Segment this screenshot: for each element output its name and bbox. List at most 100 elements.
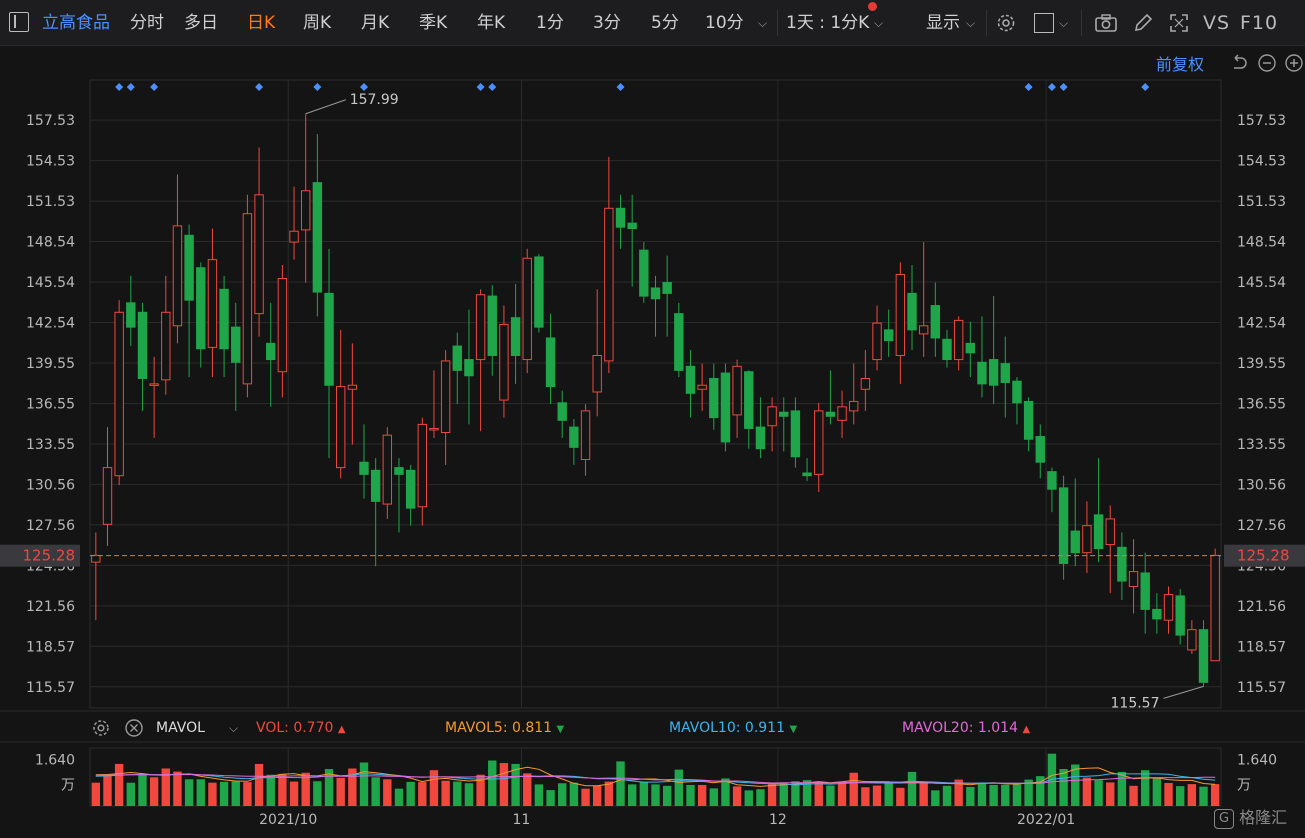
gear-icon[interactable] xyxy=(995,12,1017,34)
vs-button[interactable]: VS xyxy=(1203,12,1231,34)
candle xyxy=(685,350,696,418)
display-chevron-icon[interactable]: ⌵ xyxy=(966,16,976,30)
candle-body xyxy=(953,319,964,361)
indicator-close-icon[interactable] xyxy=(123,717,145,739)
volume-bar xyxy=(184,779,194,806)
zoom-in-icon[interactable] xyxy=(1284,53,1304,73)
price-tick-right: 133.55 xyxy=(1237,437,1286,453)
volume-bar xyxy=(744,790,753,806)
display-menu[interactable]: 显示 xyxy=(926,13,960,33)
multi-period-chevron-icon[interactable]: ⌵ xyxy=(874,16,884,30)
candle-body xyxy=(825,411,836,417)
volume-bar xyxy=(1047,753,1057,806)
multi-period-select[interactable]: 1天 : 1分K xyxy=(786,13,870,33)
volume-bar xyxy=(849,772,858,806)
price-tick-right: 151.53 xyxy=(1237,194,1286,210)
candle-body xyxy=(942,338,952,361)
candle-body xyxy=(254,194,264,315)
volume-bar xyxy=(931,790,940,806)
indicator-select[interactable]: MAVOL xyxy=(156,720,205,736)
volume-bar xyxy=(1187,784,1197,806)
pencil-icon[interactable] xyxy=(1132,12,1154,34)
candle xyxy=(1093,458,1104,563)
vol-label: VOL: 0.770 ▲ xyxy=(256,718,346,738)
candle xyxy=(1152,593,1162,634)
undo-icon[interactable] xyxy=(1229,53,1249,73)
candle xyxy=(207,228,218,378)
indicator-settings-gear-icon[interactable] xyxy=(90,717,112,739)
stock-name[interactable]: 立高食品 xyxy=(42,13,110,33)
volume-bar xyxy=(406,781,415,806)
tab-daily-k[interactable]: 日K xyxy=(247,13,276,33)
candle xyxy=(417,417,428,526)
tab-10min[interactable]: 10分 xyxy=(705,13,744,33)
panel-toggle-icon[interactable] xyxy=(9,12,29,32)
price-tick-left: 118.57 xyxy=(26,639,75,655)
price-tick-left: 139.55 xyxy=(26,356,75,372)
candle xyxy=(977,316,987,398)
candle-body xyxy=(1093,514,1104,550)
candle xyxy=(126,275,136,347)
mavol10-value: 0.911 xyxy=(744,720,785,736)
tab-1min[interactable]: 1分 xyxy=(536,13,564,33)
volume-bar xyxy=(534,784,544,806)
tab-weekly-k[interactable]: 周K xyxy=(303,13,332,33)
volume-bar xyxy=(429,770,439,806)
kline-chart[interactable]: 157.53 157.53 154.53 154.53 151.53 151.53 148.… xyxy=(0,46,1305,838)
candle-body xyxy=(685,365,696,394)
candle xyxy=(219,275,229,378)
volume-bar xyxy=(837,782,847,806)
camera-icon[interactable] xyxy=(1094,12,1118,34)
tab-multi-day[interactable]: 多日 xyxy=(184,13,218,33)
candle-body xyxy=(918,325,929,335)
volume-bar xyxy=(289,781,299,806)
vol-label-text: VOL: xyxy=(256,720,289,736)
volume-bar xyxy=(313,781,322,806)
price-tick-right: 157.53 xyxy=(1237,113,1286,129)
volume-bar xyxy=(499,763,509,806)
volume-bar xyxy=(1082,777,1092,806)
volume-bar xyxy=(208,782,217,806)
candle xyxy=(1012,377,1022,425)
tab-monthly-k[interactable]: 月K xyxy=(361,13,390,33)
zoom-out-icon[interactable] xyxy=(1257,53,1277,73)
fullscreen-icon[interactable] xyxy=(1168,12,1190,34)
volume-bar xyxy=(231,781,240,806)
tab-yearly-k[interactable]: 年K xyxy=(477,13,506,33)
candle-body xyxy=(394,467,404,475)
volume-bar xyxy=(1012,784,1022,806)
volume-bar xyxy=(721,778,730,806)
candle-body xyxy=(977,361,987,385)
date-label: 12 xyxy=(769,812,787,828)
candle-body xyxy=(872,322,882,361)
volume-bar xyxy=(919,782,928,806)
candle xyxy=(860,350,871,411)
f10-button[interactable]: F10 xyxy=(1240,12,1279,34)
tab-quarterly-k[interactable]: 季K xyxy=(419,13,448,33)
candle-body xyxy=(674,313,684,371)
candle-body xyxy=(475,294,486,361)
layout-chevron-icon[interactable]: ⌵ xyxy=(1059,16,1069,30)
tab-5min[interactable]: 5分 xyxy=(651,13,679,33)
candle-body xyxy=(1163,594,1174,621)
candle xyxy=(196,262,206,368)
event-marker-icon xyxy=(360,83,369,91)
volume-bar xyxy=(138,774,147,806)
volume-bar xyxy=(709,788,718,806)
event-marker-icon xyxy=(150,83,159,91)
volume-bar xyxy=(394,788,404,806)
candle-body xyxy=(744,371,754,429)
indicator-chevron-icon[interactable]: ⌵ xyxy=(229,721,239,735)
candle-body xyxy=(359,461,369,475)
volume-bar xyxy=(907,771,917,806)
adjust-mode-button[interactable]: 前复权 xyxy=(1156,55,1205,74)
candle-body xyxy=(231,326,241,363)
tab-intraday[interactable]: 分时 xyxy=(130,13,164,33)
mavol5-value: 0.811 xyxy=(512,720,553,736)
candle-body xyxy=(627,222,637,230)
tab-3min[interactable]: 3分 xyxy=(593,13,621,33)
candle-body xyxy=(604,207,614,362)
layout-square-icon[interactable] xyxy=(1034,13,1054,33)
more-periods-chevron-icon[interactable]: ⌵ xyxy=(758,16,768,30)
event-marker-icon xyxy=(1024,83,1033,91)
